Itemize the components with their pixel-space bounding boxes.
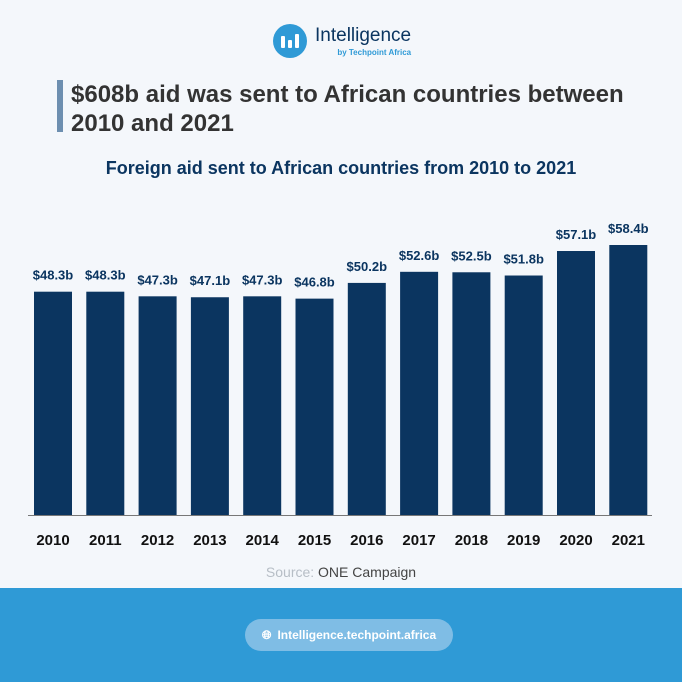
data-label-2019: $51.8b (503, 252, 544, 267)
x-tick-label-2017: 2017 (402, 532, 435, 549)
chart-title: Foreign aid sent to African countries fr… (105, 158, 577, 178)
bar-2020 (557, 251, 595, 516)
website-link-text[interactable]: Intelligence.techpoint.africa (277, 628, 437, 642)
bar-2013 (190, 297, 229, 515)
x-tick-label-2011: 2011 (89, 532, 122, 549)
bar-2012 (138, 296, 177, 515)
x-tick-label-2012: 2012 (141, 532, 174, 549)
website-link-pill[interactable]: 🌐︎ Intelligence.techpoint.africa (245, 619, 453, 651)
headline-accent-bar (57, 80, 63, 132)
x-tick-label-2014: 2014 (246, 532, 280, 549)
globe-icon: 🌐︎ (261, 627, 272, 642)
bar-2021 (609, 245, 648, 515)
bar-chart: $48.3b 2010 $48.3b 2011 $47.3b 2012 $47.1b 2013… (28, 221, 652, 549)
bar-2017 (400, 271, 439, 515)
bar-2015 (295, 298, 334, 515)
bar-2018 (452, 272, 491, 515)
data-label-2021: $58.4b (608, 221, 649, 236)
x-tick-label-2021: 2021 (612, 532, 645, 549)
x-tick-label-2015: 2015 (298, 532, 331, 549)
data-label-2018: $52.5b (451, 248, 492, 263)
x-tick-label-2013: 2013 (193, 532, 226, 549)
brand-name: Intelligence (315, 24, 412, 46)
brand-header: Intelligence by Techpoint Africa (273, 24, 411, 58)
bar-2011 (86, 291, 125, 515)
brand-subtitle: by Techpoint Africa (337, 47, 412, 57)
x-tick-label-2019: 2019 (507, 532, 540, 549)
data-label-2015: $46.8b (294, 275, 335, 290)
data-label-2017: $52.6b (399, 248, 440, 263)
brand-text: Intelligence by Techpoint Africa (315, 24, 412, 57)
data-label-2010: $48.3b (33, 268, 74, 283)
data-label-2014: $47.3b (242, 272, 283, 287)
data-label-2020: $57.1b (556, 227, 597, 242)
bar-2019 (504, 275, 543, 515)
source-value: ONE Campaign (318, 564, 417, 580)
x-tick-label-2018: 2018 (455, 532, 488, 549)
data-label-2011: $48.3b (85, 268, 126, 283)
x-tick-label-2020: 2020 (559, 532, 592, 549)
footer-band: 🌐︎ Intelligence.techpoint.africa (0, 588, 682, 682)
headline: $608b aid was sent to African countries … (71, 81, 624, 137)
source-line: Source: ONE Campaign (0, 564, 682, 580)
x-tick-label-2010: 2010 (36, 532, 69, 549)
bar-chart-logo-icon (273, 24, 307, 58)
bar-2014 (243, 296, 282, 515)
source-label: Source: (265, 564, 315, 580)
data-label-2012: $47.3b (137, 272, 178, 287)
data-label-2013: $47.1b (190, 273, 231, 288)
data-label-2016: $50.2b (347, 259, 388, 274)
x-tick-label-2016: 2016 (350, 532, 383, 549)
bar-2010 (34, 291, 72, 515)
bar-2016 (347, 282, 386, 515)
